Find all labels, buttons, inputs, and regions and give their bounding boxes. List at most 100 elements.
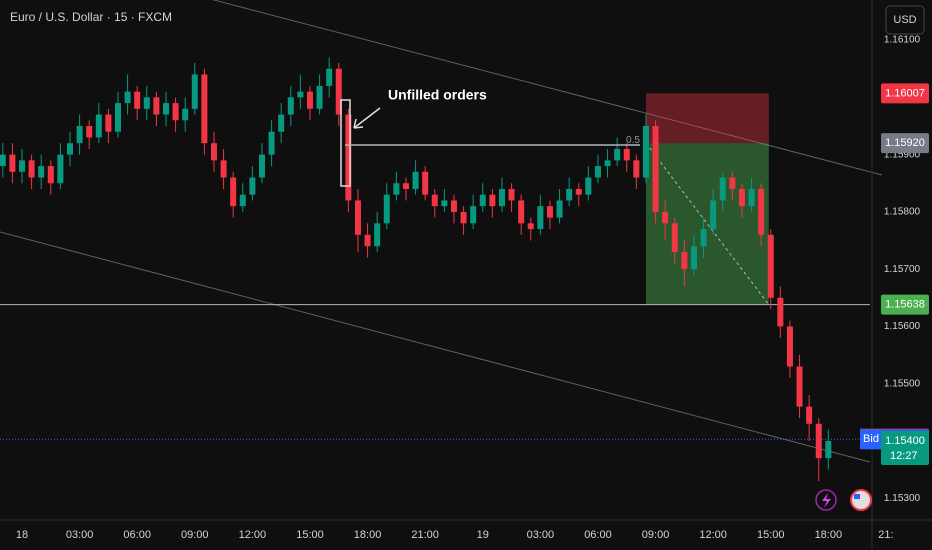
candle-body xyxy=(134,91,141,109)
candle-body xyxy=(719,177,726,201)
candle-body xyxy=(815,423,822,459)
y-tick-label: 1.15900 xyxy=(884,149,921,160)
x-tick-label: 18 xyxy=(16,529,28,541)
y-tick-label: 1.15700 xyxy=(884,264,921,275)
candle-body xyxy=(450,200,457,212)
candle-body xyxy=(767,234,774,298)
candle-body xyxy=(124,91,131,104)
candle-body xyxy=(393,183,400,195)
candle-body xyxy=(508,188,515,201)
candle-body xyxy=(556,200,563,218)
candle-body xyxy=(239,194,246,207)
candle-body xyxy=(710,200,717,230)
x-tick-label: 21: xyxy=(878,529,893,541)
stop-zone xyxy=(645,93,769,144)
x-tick-label: 12:00 xyxy=(699,529,727,541)
candle-body xyxy=(431,194,438,207)
candle-body xyxy=(66,143,73,155)
candle-body xyxy=(182,108,189,121)
y-tick-label: 1.15600 xyxy=(884,321,921,332)
candle-body xyxy=(28,160,35,178)
candle-body xyxy=(230,177,237,207)
candle-body xyxy=(201,74,208,144)
x-tick-label: 18:00 xyxy=(815,529,843,541)
alert-icon[interactable] xyxy=(815,489,837,511)
price-tag-label: 1.15638 xyxy=(885,299,925,311)
candle-body xyxy=(748,188,755,207)
candle-body xyxy=(441,200,448,207)
trendline xyxy=(0,231,871,463)
candle-body xyxy=(623,148,630,161)
y-tick-label: 1.16100 xyxy=(884,35,921,46)
annotation: Unfilled orders xyxy=(388,87,487,103)
price-tag-label: 1.16007 xyxy=(885,87,925,99)
candle-body xyxy=(604,160,611,167)
x-tick-label: 03:00 xyxy=(66,529,94,541)
candle-body xyxy=(402,183,409,189)
symbol-title: Euro / U.S. Dollar · 15 · FXCM xyxy=(10,10,172,24)
candle-body xyxy=(38,166,45,178)
candle-body xyxy=(537,206,544,230)
x-tick-label: 12:00 xyxy=(239,529,267,541)
candle-body xyxy=(671,223,678,252)
candle-body xyxy=(700,229,707,247)
currency-button[interactable] xyxy=(885,5,925,35)
currency[interactable]: USD xyxy=(893,14,916,26)
candle-body xyxy=(594,166,601,178)
candle-body xyxy=(412,171,419,189)
y-tick-label: 1.15800 xyxy=(884,207,921,218)
x-tick-label: 15:00 xyxy=(757,529,785,541)
candle-body xyxy=(374,223,381,247)
candle-body xyxy=(777,297,784,327)
y-tick-label: 1.15500 xyxy=(884,378,921,389)
candle-body xyxy=(172,103,179,121)
candle-body xyxy=(153,97,160,115)
candle-body xyxy=(383,194,390,224)
candle-body xyxy=(642,125,649,178)
x-tick-label: 18:00 xyxy=(354,529,382,541)
candle-body xyxy=(268,131,275,155)
candle-body xyxy=(498,188,505,207)
candle-body xyxy=(9,154,16,172)
candle-body xyxy=(335,68,342,115)
fib-label: 0.5 xyxy=(626,135,640,146)
candle-body xyxy=(258,154,265,178)
candle-body xyxy=(489,194,496,207)
candle-body xyxy=(220,160,227,178)
x-tick-label: 09:00 xyxy=(642,529,670,541)
candle-body xyxy=(614,148,621,161)
candle-body xyxy=(287,97,294,115)
candle-body xyxy=(114,103,121,132)
candle-body xyxy=(364,234,371,247)
candle-body xyxy=(575,188,582,195)
x-tick-label: 03:00 xyxy=(527,529,555,541)
order-box xyxy=(340,99,351,187)
candle-body xyxy=(162,103,169,115)
candle-body xyxy=(76,125,83,144)
trendline xyxy=(212,0,883,176)
arrow xyxy=(353,107,381,129)
x-tick-label: 09:00 xyxy=(181,529,209,541)
y-tick-label: 1.15300 xyxy=(884,493,921,504)
candle-body xyxy=(460,211,467,224)
candle-body xyxy=(806,406,813,424)
price-tag xyxy=(881,430,929,465)
candle-body xyxy=(326,68,333,86)
candle-body xyxy=(825,440,832,459)
candle-body xyxy=(633,160,640,178)
flag-icon xyxy=(854,494,860,499)
candle-body xyxy=(422,171,429,195)
position-diagonal xyxy=(645,142,770,305)
candle-body xyxy=(57,154,64,184)
candle-body xyxy=(105,114,112,132)
candle-body xyxy=(738,188,745,207)
price-tag-name-bg xyxy=(860,429,882,450)
x-tick-label: 06:00 xyxy=(584,529,612,541)
candle-body xyxy=(652,125,659,212)
candle-body xyxy=(786,326,793,367)
candle-body xyxy=(662,211,669,224)
candle-body xyxy=(19,160,26,172)
candle-body xyxy=(143,97,150,109)
flag-icon[interactable] xyxy=(850,489,872,511)
